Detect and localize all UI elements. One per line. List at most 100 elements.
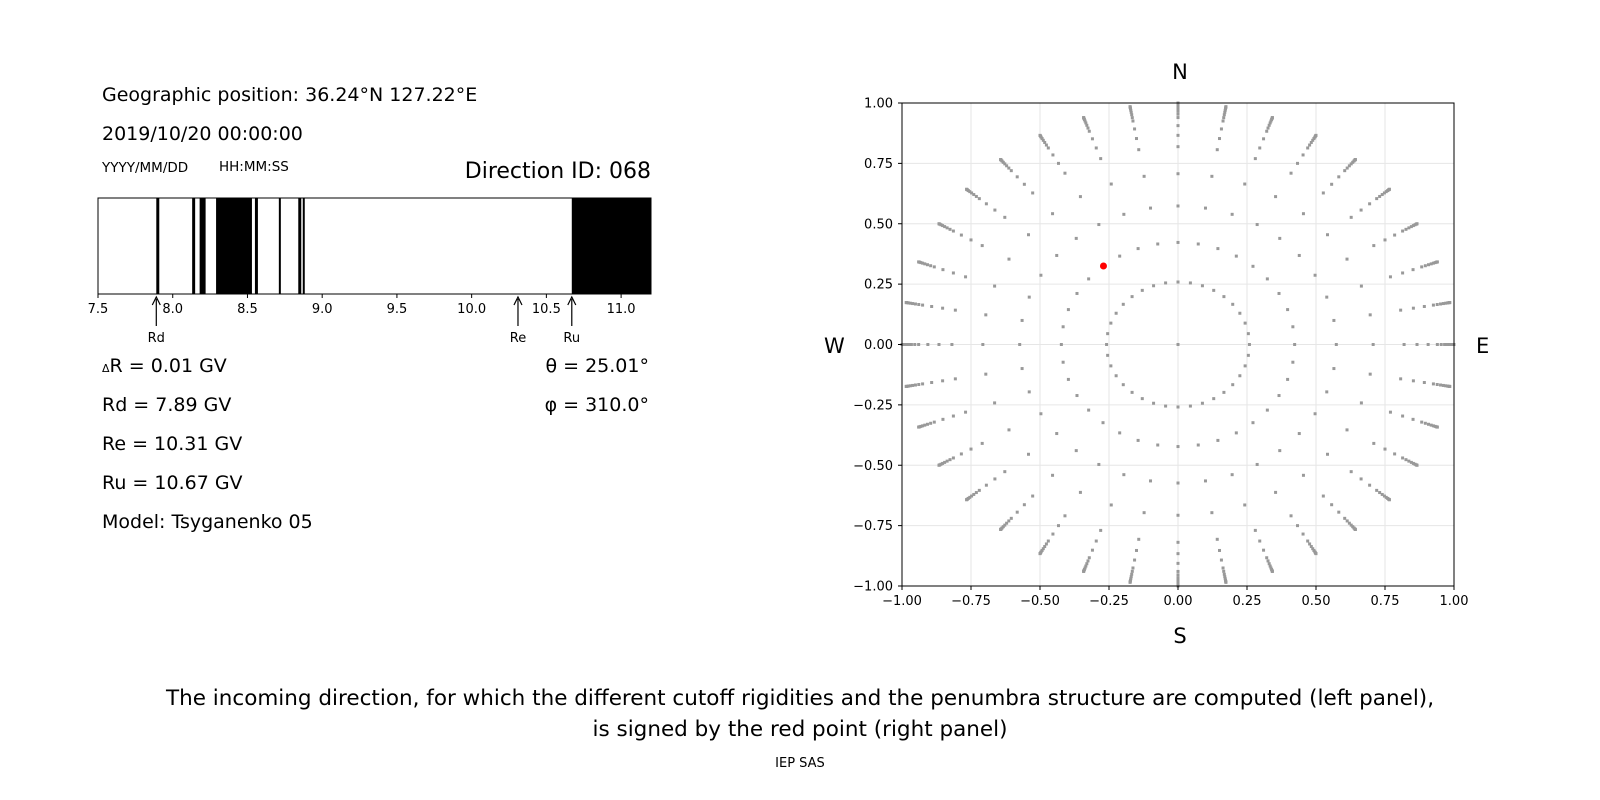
direction-grid-point — [1420, 265, 1424, 269]
direction-grid-point — [1343, 516, 1347, 520]
direction-grid-point — [1176, 578, 1180, 582]
direction-grid-point — [904, 384, 908, 388]
direction-grid-point — [1253, 157, 1257, 161]
direction-grid-point — [1087, 408, 1091, 412]
direction-grid-point — [1291, 325, 1295, 329]
penumbra-frame — [97, 197, 652, 295]
caption-line-1: The incoming direction, for which the di… — [165, 686, 1435, 711]
scatter-y-tick-label: −0.25 — [853, 398, 893, 413]
direction-grid-point — [1345, 166, 1349, 170]
direction-grid-point — [937, 463, 941, 467]
marker-arrowhead-re — [513, 295, 523, 306]
direction-grid-point — [1210, 174, 1214, 178]
direction-grid-point — [929, 264, 933, 268]
direction-grid-point — [1371, 343, 1375, 346]
scatter-y-tick-label: 0.50 — [864, 217, 893, 232]
direction-grid-point — [1401, 456, 1405, 460]
direction-grid-point — [923, 423, 927, 427]
direction-grid-point — [1445, 343, 1449, 346]
direction-grid-point — [1063, 514, 1067, 518]
rd-value: Rd = 7.89 GV — [102, 394, 232, 416]
direction-grid-point — [1439, 383, 1443, 387]
direction-grid-point — [1063, 171, 1067, 175]
direction-grid-point — [1270, 116, 1274, 120]
direction-grid-point — [1130, 572, 1134, 576]
direction-grid-point — [1109, 364, 1113, 368]
direction-grid-point — [984, 313, 988, 317]
direction-grid-point — [1031, 191, 1035, 195]
direction-grid-point — [977, 197, 981, 201]
direction-grid-point — [1222, 569, 1226, 573]
direction-grid-point — [1176, 540, 1180, 544]
direction-grid-point — [1368, 313, 1372, 317]
direction-grid-point — [1345, 257, 1349, 261]
direction-grid-point — [1044, 143, 1048, 147]
direction-grid-point — [1196, 443, 1200, 447]
direction-grid-point — [1387, 498, 1391, 502]
direction-grid-point — [1087, 129, 1091, 133]
direction-grid-point — [917, 303, 921, 307]
direction-grid-point — [1149, 479, 1153, 483]
direction-grid-point — [1109, 503, 1113, 507]
direction-grid-point — [1448, 343, 1452, 346]
direction-grid-point — [1224, 580, 1228, 584]
direction-grid-point — [948, 227, 952, 231]
direction-grid-point — [1415, 222, 1419, 226]
direction-grid-point — [1176, 343, 1180, 346]
direction-grid-point — [1313, 273, 1317, 277]
direction-grid-point — [1203, 206, 1207, 210]
direction-grid-point — [1041, 547, 1045, 551]
direction-grid-point — [1311, 138, 1315, 142]
direction-grid-point — [911, 302, 915, 306]
direction-grid-point — [1415, 343, 1419, 346]
direction-grid-point — [1359, 208, 1363, 212]
direction-grid-point — [1404, 458, 1408, 462]
direction-grid-point — [1009, 516, 1013, 520]
direction-grid-point — [969, 447, 973, 451]
direction-grid-point — [1152, 284, 1156, 288]
direction-grid-point — [1301, 473, 1305, 477]
direction-grid-point — [921, 303, 925, 307]
direction-grid-point — [1439, 343, 1443, 346]
direction-grid-point — [1349, 523, 1353, 527]
direction-grid-point — [1427, 422, 1431, 426]
direction-grid-point — [1286, 377, 1290, 381]
direction-grid-point — [1005, 521, 1009, 525]
direction-grid-point — [1345, 519, 1349, 523]
direction-grid-point — [1247, 343, 1251, 346]
direction-grid-point — [981, 343, 985, 346]
direction-grid-point — [1196, 242, 1200, 246]
scatter-x-tick-label: 1.00 — [1440, 594, 1469, 609]
direction-grid-point — [1265, 277, 1269, 281]
direction-grid-point — [1427, 263, 1431, 267]
direction-grid-point — [1274, 195, 1278, 199]
direction-grid-point — [1429, 262, 1433, 266]
direction-grid-point — [1359, 477, 1363, 481]
direction-grid-point — [1200, 401, 1204, 405]
marker-label-rd: Rd — [148, 331, 165, 346]
direction-grid-point — [1372, 441, 1376, 445]
direction-grid-point — [1251, 264, 1255, 268]
direction-grid-point — [1026, 233, 1030, 237]
direction-grid-point — [1269, 566, 1273, 570]
direction-grid-point — [972, 193, 976, 197]
direction-grid-point — [1387, 187, 1391, 191]
direction-grid-point — [1149, 206, 1153, 210]
direction-grid-point — [1337, 510, 1341, 514]
direction-grid-point — [1131, 566, 1135, 570]
model-name: Model: Tsyganenko 05 — [102, 511, 313, 533]
re-value: Re = 10.31 GV — [102, 433, 243, 455]
direction-grid-point — [1444, 301, 1448, 305]
direction-grid-point — [1142, 511, 1146, 515]
direction-grid-point — [1188, 404, 1192, 408]
direction-grid-point — [1441, 302, 1445, 306]
direction-id: Direction ID: 068 — [464, 159, 651, 184]
direction-grid-point — [1097, 462, 1101, 466]
direction-grid-point — [1306, 146, 1310, 150]
direction-grid-point — [1378, 194, 1382, 198]
direction-grid-point — [1128, 580, 1132, 584]
direction-grid-point — [993, 401, 997, 405]
direction-grid-point — [1368, 372, 1372, 376]
direction-grid-point — [1212, 288, 1216, 292]
direction-grid-point — [1176, 445, 1180, 449]
